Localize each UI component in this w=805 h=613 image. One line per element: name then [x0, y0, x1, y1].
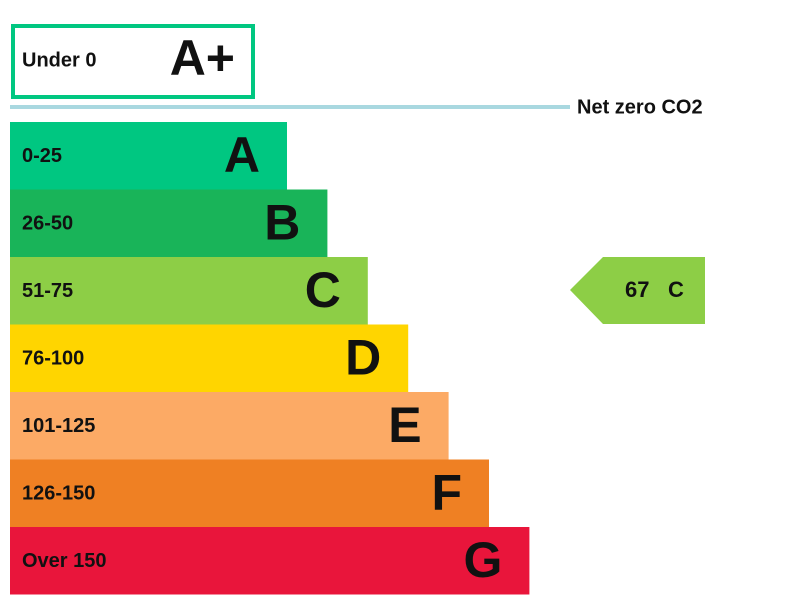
band-bar: [10, 257, 368, 325]
band-range: 26-50: [22, 213, 73, 235]
a-plus-box: [11, 24, 255, 99]
band-range: 101-125: [22, 415, 95, 437]
band-letter: B: [264, 194, 300, 250]
band-bar: [10, 324, 409, 392]
band-letter: A: [224, 127, 260, 183]
band-letter: G: [463, 532, 502, 588]
band-letter: D: [345, 329, 381, 385]
net-zero-label: Net zero CO2: [577, 96, 703, 118]
band-letter: F: [431, 464, 462, 520]
current-rating-arrow: [570, 257, 705, 324]
band-bar: [10, 459, 489, 527]
band-range: 51-75: [22, 280, 73, 302]
band-range: 0-25: [22, 145, 62, 167]
band-bar: [10, 527, 530, 595]
band-range: 126-150: [22, 483, 95, 505]
band-bar: [10, 392, 449, 460]
band-bar: [10, 122, 287, 190]
current-score: 67: [625, 277, 649, 302]
band-bar: [10, 189, 328, 257]
band-letter: C: [305, 262, 341, 318]
band-letter: E: [388, 397, 421, 453]
band-range: 76-100: [22, 348, 84, 370]
a-plus-range: Under 0: [22, 49, 96, 71]
a-plus-band: A+: [170, 30, 235, 86]
band-range: Over 150: [22, 550, 107, 572]
current-band: C: [668, 277, 684, 302]
